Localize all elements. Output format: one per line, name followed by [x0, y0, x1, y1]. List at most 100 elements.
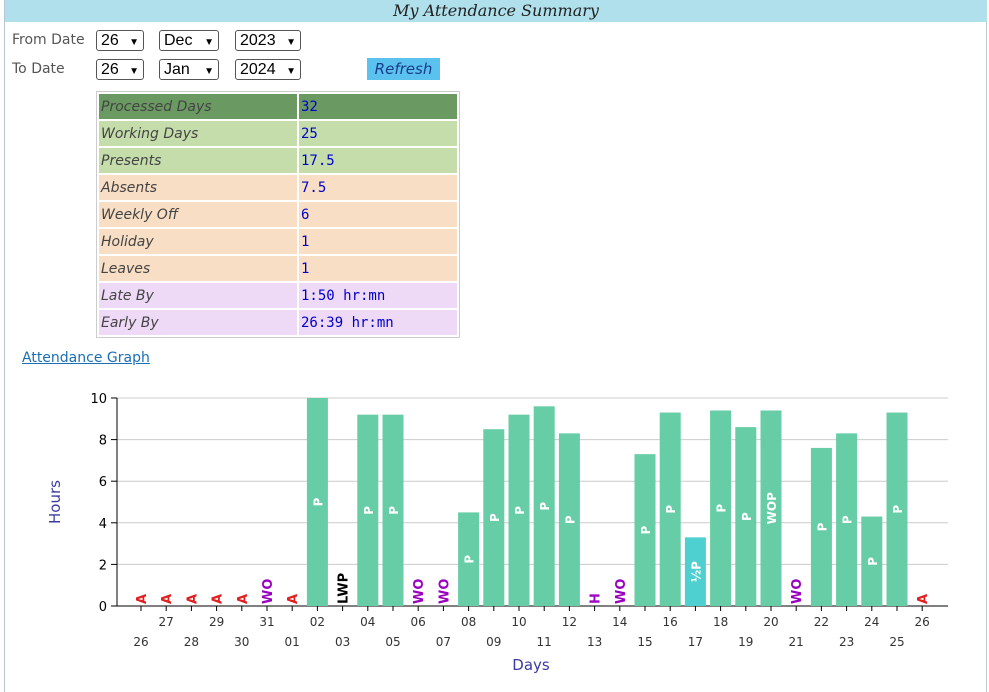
x-tick-label: 23: [839, 635, 854, 649]
status-marker: H: [589, 593, 604, 604]
x-axis-label: Days: [512, 656, 550, 674]
to-month-select[interactable]: Jan ▼: [159, 59, 219, 80]
status-marker: WO: [790, 579, 805, 604]
bar: [458, 512, 480, 606]
chevron-down-icon: ▼: [129, 66, 139, 77]
bar: [558, 433, 580, 606]
chevron-down-icon: ▼: [204, 37, 214, 48]
status-marker: A: [916, 594, 931, 604]
bar-status-label: P: [488, 513, 502, 522]
summary-value: 1:50 hr:mn: [299, 283, 457, 308]
x-tick-label: 27: [159, 615, 174, 629]
summary-label: Early By: [99, 310, 297, 335]
x-tick-label: 13: [587, 635, 602, 649]
x-tick-label: 01: [285, 635, 300, 649]
chevron-down-icon: ▼: [286, 37, 296, 48]
bar-status-label: P: [538, 502, 552, 511]
x-tick-label: 26: [133, 635, 148, 649]
to-year-value: 2024: [240, 61, 276, 78]
summary-label: Processed Days: [99, 94, 297, 119]
x-tick-label: 22: [814, 615, 829, 629]
summary-table: Processed Days 32 Working Days 25 Presents 17…: [96, 91, 460, 338]
x-tick-label: 19: [738, 635, 753, 649]
x-tick-label: 04: [360, 615, 375, 629]
summary-row: Leaves 1: [99, 256, 457, 281]
bar: [659, 412, 681, 606]
bar-status-label: P: [866, 557, 880, 566]
x-tick-label: 31: [259, 615, 274, 629]
refresh-button[interactable]: Refresh: [367, 58, 440, 80]
attendance-graph-link[interactable]: Attendance Graph: [22, 350, 150, 366]
status-marker: LWP: [337, 573, 352, 604]
x-tick-label: 18: [713, 615, 728, 629]
x-tick-label: 20: [763, 615, 778, 629]
from-month-select[interactable]: Dec ▼: [159, 30, 219, 51]
bar-status-label: P: [715, 504, 729, 513]
summary-value: 1: [299, 229, 457, 254]
status-marker: A: [160, 594, 175, 604]
y-axis-label: Hours: [46, 480, 64, 524]
x-tick-label: 30: [234, 635, 249, 649]
from-day-select[interactable]: 26 ▼: [96, 30, 144, 51]
bar: [357, 414, 379, 606]
bar: [306, 398, 328, 606]
summary-label: Absents: [99, 175, 297, 200]
bar-status-label: P: [841, 515, 855, 524]
summary-row: Holiday 1: [99, 229, 457, 254]
x-tick-label: 21: [789, 635, 804, 649]
y-tick-label: 6: [99, 475, 107, 490]
bar: [886, 412, 908, 606]
x-tick-label: 10: [511, 615, 526, 629]
x-tick-label: 25: [889, 635, 904, 649]
bar: [836, 433, 858, 606]
to-day-select[interactable]: 26 ▼: [96, 59, 144, 80]
summary-row: Working Days 25: [99, 121, 457, 146]
status-marker: A: [185, 594, 200, 604]
bar-status-label: P: [311, 497, 325, 506]
bar-status-label: P: [639, 525, 653, 534]
summary-row: Late By 1:50 hr:mn: [99, 283, 457, 308]
status-marker: WO: [412, 579, 427, 604]
x-tick-label: 11: [537, 635, 552, 649]
x-tick-label: 07: [436, 635, 451, 649]
summary-label: Presents: [99, 148, 297, 173]
from-date-label: From Date: [12, 32, 85, 48]
bar-status-label: P: [891, 505, 905, 514]
x-tick-label: 17: [688, 635, 703, 649]
summary-row: Absents 7.5: [99, 175, 457, 200]
bar-status-label: P: [362, 506, 376, 515]
summary-value: 1: [299, 256, 457, 281]
status-marker: WO: [614, 579, 629, 604]
from-day-value: 26: [101, 32, 119, 49]
summary-row: Early By 26:39 hr:mn: [99, 310, 457, 335]
summary-row: Presents 17.5: [99, 148, 457, 173]
bar: [634, 454, 656, 606]
x-tick-label: 09: [486, 635, 501, 649]
x-tick-label: 12: [562, 615, 577, 629]
y-tick-label: 8: [99, 434, 107, 449]
summary-value: 25: [299, 121, 457, 146]
summary-label: Working Days: [99, 121, 297, 146]
y-tick-label: 10: [90, 392, 107, 407]
x-tick-label: 03: [335, 635, 350, 649]
page-title: My Attendance Summary: [5, 0, 987, 22]
summary-value: 26:39 hr:mn: [299, 310, 457, 335]
status-marker: A: [236, 594, 251, 604]
to-year-select[interactable]: 2024 ▼: [235, 59, 301, 80]
bar: [861, 516, 883, 606]
chevron-down-icon: ▼: [204, 66, 214, 77]
summary-label: Late By: [99, 283, 297, 308]
bar: [684, 537, 706, 606]
x-tick-label: 26: [915, 615, 930, 629]
summary-value: 17.5: [299, 148, 457, 173]
bar-status-label: P: [463, 555, 477, 564]
bar-status-label: P: [563, 515, 577, 524]
bar-status-label: P: [740, 512, 754, 521]
from-year-select[interactable]: 2023 ▼: [235, 30, 301, 51]
bar: [735, 427, 757, 606]
bar: [760, 410, 782, 606]
status-marker: WO: [261, 579, 276, 604]
from-year-value: 2023: [240, 32, 276, 49]
status-marker: WO: [437, 579, 452, 604]
chevron-down-icon: ▼: [286, 66, 296, 77]
